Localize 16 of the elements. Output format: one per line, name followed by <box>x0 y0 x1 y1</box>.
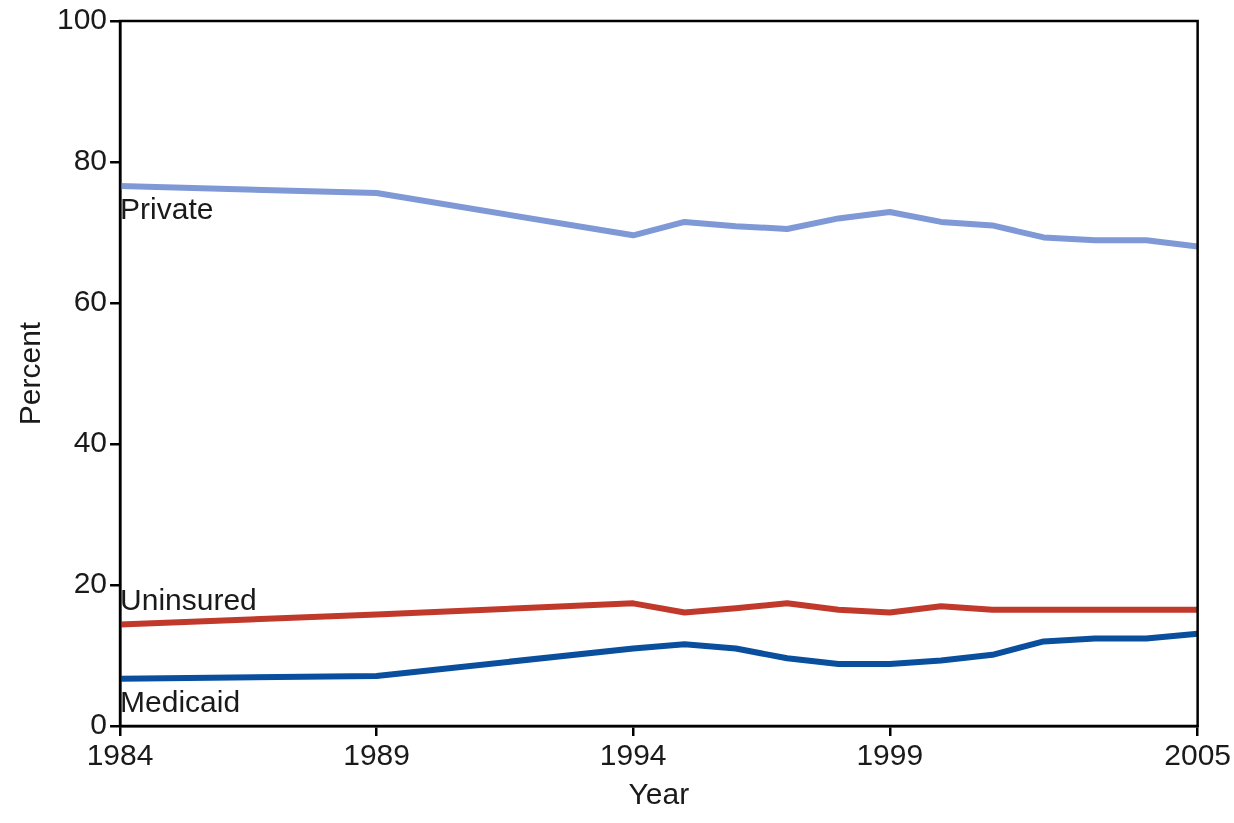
y-tick-label: 80 <box>73 143 108 177</box>
x-tick-label: 1984 <box>86 738 154 772</box>
series-label: Uninsured <box>120 582 257 616</box>
y-tick-label: 40 <box>73 425 108 459</box>
y-tick-label: 20 <box>73 566 108 600</box>
y-tick-label: 100 <box>56 2 108 36</box>
y-tick-label: 60 <box>73 284 108 318</box>
y-axis-title: Percent <box>13 321 47 426</box>
x-tick-label: 2005 <box>1164 738 1232 772</box>
y-tick-label: 0 <box>90 707 108 741</box>
x-tick-label: 1994 <box>599 738 667 772</box>
series-label: Private <box>120 192 214 226</box>
x-tick-label: 1989 <box>343 738 410 772</box>
series-label: Medicaid <box>120 685 241 719</box>
x-axis-title: Year <box>628 777 690 811</box>
x-tick-label: 1999 <box>856 738 924 772</box>
